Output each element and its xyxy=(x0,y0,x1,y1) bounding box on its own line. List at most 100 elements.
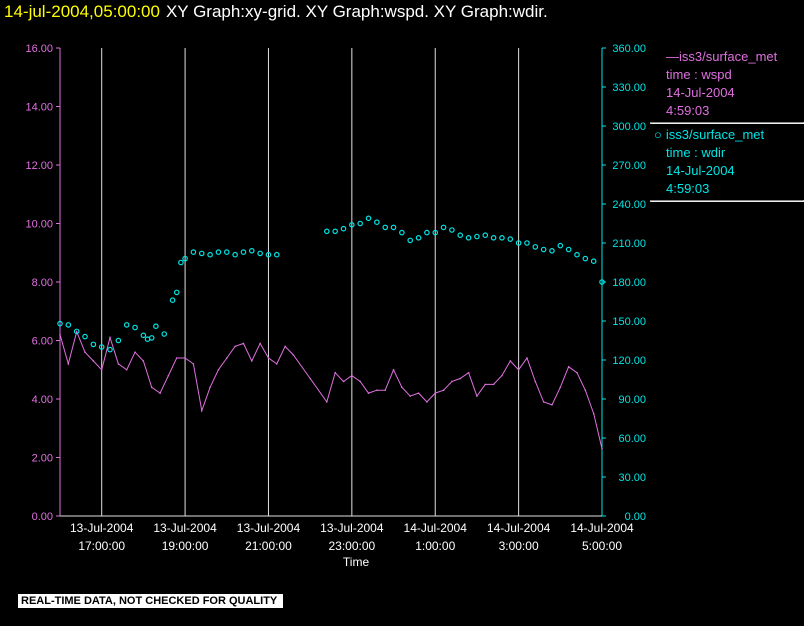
data-point-wspd xyxy=(451,380,453,383)
data-point-wspd xyxy=(326,401,328,403)
x-tick-label-time: 17:00:00 xyxy=(78,539,125,553)
data-point-wspd xyxy=(384,389,387,392)
data-point-wdir xyxy=(240,249,247,255)
data-point-wdir xyxy=(98,344,105,350)
x-tick-label-time: 21:00:00 xyxy=(245,539,292,553)
data-point-wdir xyxy=(399,229,405,236)
data-point-wspd xyxy=(542,401,545,403)
data-point-wspd xyxy=(409,395,412,397)
data-point-wdir xyxy=(223,249,230,255)
x-tick-label-time: 1:00:00 xyxy=(415,539,455,553)
data-point-wspd xyxy=(476,395,478,397)
data-point-wdir xyxy=(374,219,380,226)
data-point-wdir xyxy=(340,225,347,232)
data-point-wspd xyxy=(117,363,120,365)
data-point-wdir xyxy=(178,259,184,266)
right-tick-label: 180.00 xyxy=(612,277,646,289)
data-point-wspd xyxy=(142,360,145,362)
data-point-wdir xyxy=(173,289,180,296)
data-point-wdir xyxy=(207,251,213,258)
data-point-wdir xyxy=(248,248,255,254)
legend-wspd-date: 14-Jul-2004 xyxy=(666,85,735,100)
data-quality-warning: REAL-TIME DATA, NOT CHECKED FOR QUALITY xyxy=(18,594,284,608)
data-point-wspd xyxy=(442,389,445,392)
data-point-wdir xyxy=(457,232,464,239)
x-axis-title: Time xyxy=(343,555,370,569)
data-point-wspd xyxy=(484,383,487,386)
data-point-wspd xyxy=(601,447,603,450)
data-point-wspd xyxy=(376,389,378,392)
right-tick-label: 120.00 xyxy=(612,355,646,367)
x-tick-label-date: 13-Jul-2004 xyxy=(153,521,217,535)
data-point-wdir xyxy=(515,240,522,246)
right-tick-label: 210.00 xyxy=(612,238,646,250)
data-point-wdir xyxy=(357,220,363,227)
data-point-wspd xyxy=(150,386,153,389)
data-point-wdir xyxy=(590,258,597,265)
left-tick-label: 10.00 xyxy=(25,219,53,231)
data-point-wdir xyxy=(599,279,605,285)
data-point-wdir xyxy=(265,251,272,258)
data-point-wdir xyxy=(169,297,176,304)
data-point-wdir xyxy=(232,251,238,258)
data-point-wdir xyxy=(424,229,430,236)
data-point-wspd xyxy=(250,360,253,362)
data-point-wdir xyxy=(273,251,280,258)
data-point-wspd xyxy=(217,368,220,371)
x-tick-label-date: 13-Jul-2004 xyxy=(70,521,134,535)
circle-marker-icon: ○ xyxy=(654,127,662,142)
data-point-wdir xyxy=(465,235,472,241)
right-tick-label: 300.00 xyxy=(612,121,646,133)
x-tick-label-date: 14-Jul-2004 xyxy=(487,521,551,535)
legend-wspd-var: time : wspd xyxy=(666,67,732,82)
data-point-wspd xyxy=(492,383,495,386)
data-point-wdir xyxy=(123,322,130,328)
legend-wdir-date: 14-Jul-2004 xyxy=(666,163,735,178)
data-point-wspd xyxy=(334,371,336,374)
data-point-wspd xyxy=(517,368,520,371)
right-tick-label: 30.00 xyxy=(618,472,646,484)
data-point-wspd xyxy=(100,368,103,371)
x-tick-label-date: 13-Jul-2004 xyxy=(237,521,301,535)
x-tick-label-date: 14-Jul-2004 xyxy=(404,521,468,535)
x-tick-label-date: 14-Jul-2004 xyxy=(570,521,634,535)
data-point-wdir xyxy=(474,233,480,240)
data-point-wdir xyxy=(148,335,155,341)
right-tick-label: 60.00 xyxy=(618,433,646,445)
data-point-wdir xyxy=(65,322,72,328)
data-point-wdir xyxy=(161,331,168,337)
data-point-wdir xyxy=(440,224,447,231)
data-point-wdir xyxy=(324,228,330,235)
legend-wspd-time: 4:59:03 xyxy=(666,103,710,118)
data-point-wdir xyxy=(332,228,338,235)
data-point-wspd xyxy=(242,342,245,345)
data-point-wdir xyxy=(107,346,113,353)
data-point-wspd xyxy=(125,368,128,371)
data-point-wdir xyxy=(540,246,547,253)
data-point-wdir xyxy=(153,323,159,330)
right-tick-label: 90.00 xyxy=(618,394,646,406)
legend-wdir-var: time : wdir xyxy=(666,145,726,160)
data-point-wdir xyxy=(57,320,63,327)
left-tick-label: 2.00 xyxy=(32,453,53,465)
data-point-wdir xyxy=(499,235,505,241)
data-point-wdir xyxy=(90,341,97,348)
data-point-wspd xyxy=(192,363,195,365)
left-tick-label: 12.00 xyxy=(25,160,53,172)
right-tick-label: 0.00 xyxy=(625,511,646,523)
data-point-wdir xyxy=(432,229,439,236)
legend-wdir-source: ○ iss3/surface_met xyxy=(654,127,765,142)
left-tick-label: 6.00 xyxy=(32,336,53,348)
data-point-wspd xyxy=(401,386,403,389)
data-point-wspd xyxy=(225,357,228,359)
data-point-wspd xyxy=(234,345,236,348)
left-tick-label: 16.00 xyxy=(25,43,53,55)
data-point-wspd xyxy=(59,333,61,336)
data-point-wdir xyxy=(190,249,197,255)
data-point-wspd xyxy=(175,357,178,359)
data-point-wdir xyxy=(507,236,514,242)
data-point-wspd xyxy=(359,380,361,383)
data-point-wspd xyxy=(134,351,136,354)
data-point-wspd xyxy=(92,360,95,362)
legend-wspd-source: —iss3/surface_met xyxy=(666,49,778,64)
